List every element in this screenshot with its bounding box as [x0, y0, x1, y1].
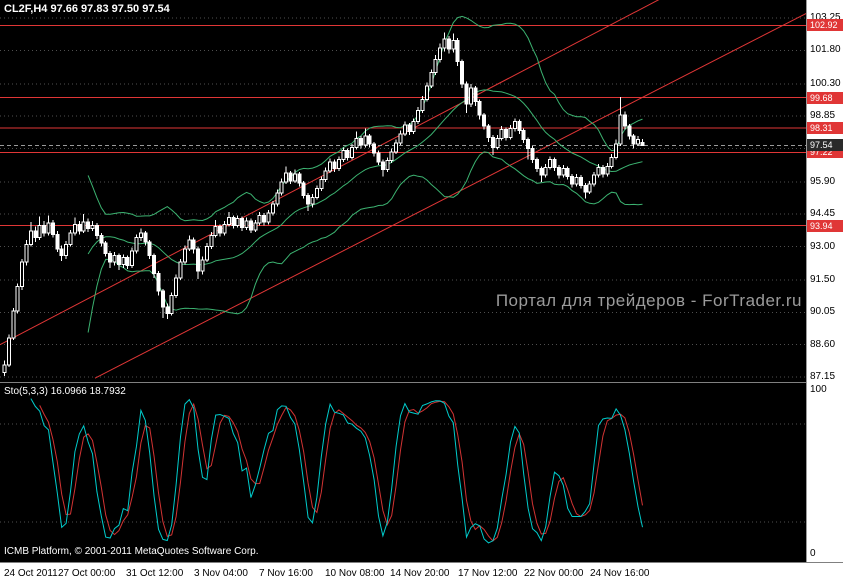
sto-scale-top: 100 [810, 384, 827, 395]
platform-credit: ICMB Platform, © 2001-2011 MetaQuotes So… [4, 546, 259, 557]
time-label: 14 Nov 20:00 [390, 568, 450, 579]
time-label: 17 Nov 12:00 [458, 568, 518, 579]
price-level-badge: 98.31 [807, 122, 843, 135]
price-level-badge: 99.68 [807, 91, 843, 104]
time-label: 7 Nov 16:00 [259, 568, 313, 579]
time-scale[interactable]: 24 Oct 2011 27 Oct 00:00 31 Oct 12:00 3 Nov… [0, 563, 843, 588]
price-scale[interactable]: 100 0 103.25 101.80 100.30 98.85 95.90 94.45 9… [806, 0, 843, 562]
symbol-ohlc-label: CL2F,H4 97.66 97.83 97.50 97.54 [4, 3, 170, 15]
price-tick-label: 100.30 [810, 77, 841, 89]
price-tick-label: 91.50 [810, 274, 836, 286]
time-label: 24 Nov 16:00 [590, 568, 650, 579]
price-level-badge: 102.92 [807, 19, 843, 32]
time-label: 27 Oct 00:00 [58, 568, 116, 579]
price-tick-label: 103.25 [810, 12, 841, 23]
stochastic-label: Sto(5,3,3) 16.0966 18.7932 [4, 386, 126, 397]
sto-grid-lines [0, 423, 806, 523]
time-label: 24 Oct 2011 [4, 568, 58, 579]
time-label: 3 Nov 04:00 [194, 568, 248, 579]
price-chart-canvas[interactable] [0, 0, 806, 382]
price-tick-label: 93.00 [810, 240, 836, 252]
time-axis-separator [0, 562, 843, 563]
panel-separator[interactable] [0, 382, 843, 383]
price-tick-label: 94.45 [810, 208, 836, 220]
sto-signal-line [39, 400, 643, 542]
price-tick-label: 98.85 [810, 110, 836, 122]
stochastic-canvas[interactable] [0, 383, 806, 562]
grid-lines [0, 17, 806, 378]
horizontal-level-lines[interactable] [0, 24, 806, 227]
time-label: 22 Nov 00:00 [524, 568, 584, 579]
time-label: 10 Nov 08:00 [325, 568, 385, 579]
price-tick-label: 87.15 [810, 371, 836, 383]
price-tick-label: 95.90 [810, 175, 836, 187]
sto-scale-bottom: 0 [810, 548, 816, 559]
candles [2, 32, 645, 376]
current-price-badge: 97.54 [807, 139, 843, 152]
price-tick-label: 101.80 [810, 44, 841, 56]
price-tick-label: 90.05 [810, 306, 836, 318]
sto-main-line [30, 398, 643, 544]
time-label: 31 Oct 12:00 [126, 568, 184, 579]
price-level-badge: 93.94 [807, 219, 843, 232]
price-tick-label: 88.60 [810, 338, 836, 350]
trend-lines[interactable] [0, 0, 806, 379]
